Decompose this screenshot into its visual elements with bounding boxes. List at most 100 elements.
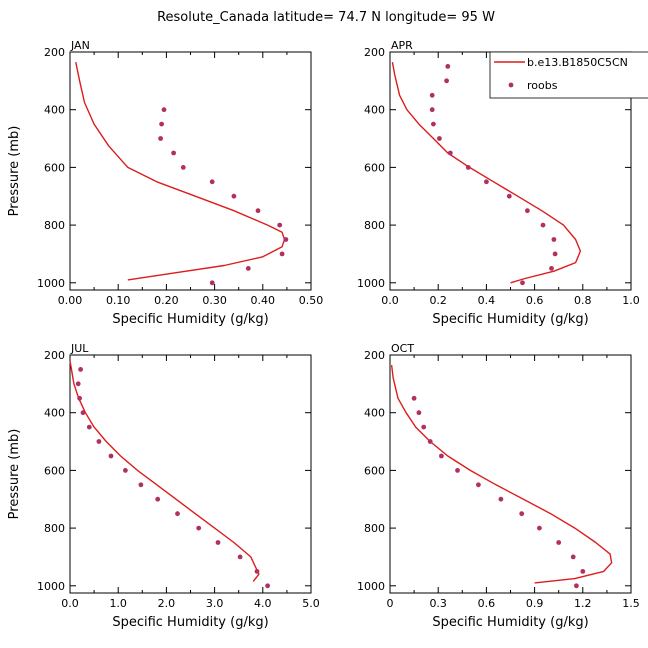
y-tick-label: 600 — [364, 464, 385, 477]
obs-point — [549, 266, 554, 271]
obs-point — [455, 468, 460, 473]
panel-jan: JAN 0.00 0.10 0.20 0.30 0.40 0.50 200 400 600 800 1… — [7, 39, 323, 327]
obs-point — [123, 468, 128, 473]
y-tick-label: 1000 — [357, 580, 385, 593]
y-tick-label: 800 — [44, 522, 65, 535]
panel-label: APR — [391, 39, 413, 52]
panel-label: JAN — [70, 39, 90, 52]
obs-point — [96, 439, 102, 444]
obs-point — [520, 280, 525, 286]
obs-point — [540, 222, 546, 228]
y-tick-label: 600 — [44, 464, 65, 477]
plot-frame — [389, 354, 632, 594]
x-tick-label: 2.0 — [158, 597, 176, 610]
obs-point — [580, 569, 586, 574]
obs-point — [155, 496, 161, 502]
obs-point — [411, 395, 417, 401]
legend-obs-swatch — [508, 82, 514, 88]
obs-point — [498, 496, 504, 502]
y-tick-label: 800 — [364, 219, 385, 232]
x-tick-label: 1.2 — [574, 597, 592, 610]
x-tick-label: 0.40 — [251, 294, 276, 307]
model-line — [75, 61, 286, 281]
legend-box — [489, 51, 648, 99]
obs-point — [427, 439, 433, 444]
obs-point — [277, 222, 283, 228]
obs-point — [447, 150, 453, 156]
obs-point — [254, 569, 260, 574]
obs-point — [431, 121, 436, 127]
panel-apr: APR 0.0 0.2 0.4 0.6 0.8 1.0 200 400 600 800 1000 Spe… — [357, 39, 640, 327]
x-tick-label: 0.20 — [154, 294, 179, 307]
x-tick-label: 0 — [387, 597, 394, 610]
obs-point — [80, 410, 86, 416]
obs-point — [445, 64, 451, 69]
obs-point — [416, 410, 422, 416]
obs-point — [476, 482, 481, 488]
y-tick-label: 1000 — [37, 580, 65, 593]
x-tick-label: 0.6 — [526, 294, 544, 307]
obs-point — [108, 453, 114, 459]
y-tick-label: 800 — [44, 219, 65, 232]
x-axis-label: Specific Humidity (g/kg) — [432, 615, 588, 630]
y-tick-label: 1000 — [37, 277, 65, 290]
panel-label: OCT — [391, 342, 414, 355]
obs-point — [175, 511, 180, 517]
obs-point — [245, 266, 251, 271]
obs-point — [75, 381, 81, 387]
y-tick-label: 400 — [364, 104, 385, 117]
x-tick-label: 0.00 — [58, 294, 83, 307]
x-tick-label: 3.0 — [206, 597, 224, 610]
legend: b.e13.B1850C5CN roobs — [489, 51, 648, 99]
obs-point — [484, 179, 489, 185]
x-tick-label: 0.4 — [478, 294, 496, 307]
x-tick-label: 0.6 — [478, 597, 496, 610]
obs-point — [255, 208, 261, 214]
obs-point — [537, 525, 542, 531]
plot-frame — [69, 354, 312, 594]
x-axis-label: Specific Humidity (g/kg) — [432, 312, 588, 327]
panel-oct: OCT 0 0.3 0.6 0.9 1.2 1.5 200 400 600 800 1000 Speci… — [357, 342, 640, 630]
y-tick-label: 400 — [44, 407, 65, 420]
obs-point — [77, 395, 82, 401]
obs-point — [519, 511, 525, 517]
obs-point — [506, 193, 512, 199]
y-tick-label: 400 — [44, 104, 65, 117]
obs-point — [78, 367, 83, 372]
obs-point — [231, 193, 237, 199]
x-tick-label: 0.8 — [574, 294, 592, 307]
model-line — [390, 365, 613, 584]
y-tick-label: 200 — [364, 46, 385, 59]
panel-jul: JUL 0.0 1.0 2.0 3.0 4.0 5.0 200 400 600 800 1000 Spe… — [7, 342, 320, 630]
x-tick-label: 0.10 — [106, 294, 131, 307]
obs-point — [439, 453, 444, 459]
x-tick-label: 1.5 — [622, 597, 640, 610]
obs-point — [525, 208, 530, 214]
y-tick-label: 1000 — [357, 277, 385, 290]
y-axis-label: Pressure (mb) — [7, 126, 22, 217]
obs-point — [551, 237, 557, 242]
obs-point — [465, 165, 471, 170]
figure-title: Resolute_Canada latitude= 74.7 N longitu… — [157, 10, 495, 25]
x-tick-label: 5.0 — [302, 597, 320, 610]
x-tick-label: 0.0 — [61, 597, 79, 610]
obs-point — [161, 107, 167, 113]
x-tick-label: 4.0 — [254, 597, 272, 610]
obs-point — [86, 424, 92, 430]
x-tick-label: 0.0 — [381, 294, 399, 307]
x-tick-label: 0.50 — [299, 294, 324, 307]
panel-label: JUL — [70, 342, 89, 355]
obs-point — [209, 179, 215, 185]
y-tick-label: 200 — [44, 349, 65, 362]
obs-point — [570, 554, 576, 560]
obs-point — [196, 525, 202, 531]
obs-point — [552, 251, 558, 257]
y-tick-label: 800 — [364, 522, 385, 535]
obs-point — [283, 237, 289, 242]
obs-point — [158, 136, 164, 141]
x-tick-label: 1.0 — [622, 294, 640, 307]
x-tick-label: 0.30 — [202, 294, 227, 307]
y-tick-label: 600 — [364, 161, 385, 174]
y-axis-label: Pressure (mb) — [7, 429, 22, 520]
